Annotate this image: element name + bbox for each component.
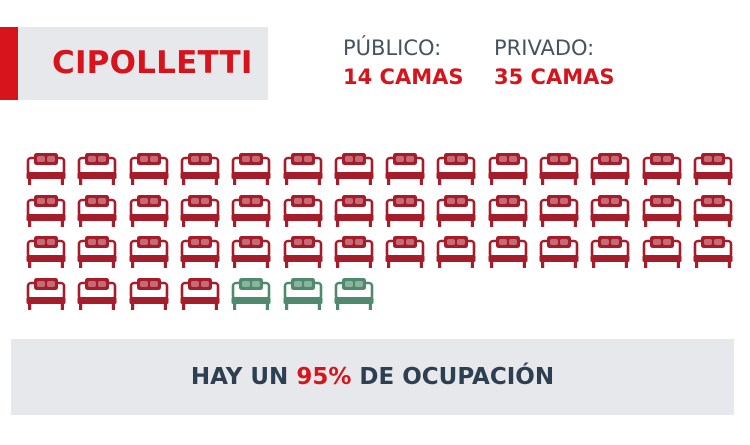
- free-bed-icon: [231, 276, 271, 312]
- bed-grid: [26, 151, 733, 312]
- city-title: CIPOLLETTI: [52, 45, 253, 81]
- occupied-bed-icon: [642, 234, 682, 270]
- occupied-bed-icon: [385, 151, 425, 187]
- occupied-bed-icon: [334, 234, 374, 270]
- occupied-bed-icon: [334, 193, 374, 229]
- free-bed-icon: [283, 276, 323, 312]
- private-beds-stat: PRIVADO: 35 CAMAS: [494, 36, 614, 91]
- occupied-bed-icon: [539, 193, 579, 229]
- occupied-bed-icon: [590, 234, 630, 270]
- occupied-bed-icon: [231, 193, 271, 229]
- occupied-bed-icon: [26, 234, 66, 270]
- occupied-bed-icon: [180, 151, 220, 187]
- occupied-bed-icon: [590, 193, 630, 229]
- occupied-bed-icon: [436, 193, 476, 229]
- occupancy-percent: 95%: [296, 364, 352, 390]
- occupied-bed-icon: [26, 276, 66, 312]
- occupied-bed-icon: [693, 151, 733, 187]
- occupied-bed-icon: [693, 234, 733, 270]
- occupied-bed-icon: [129, 276, 169, 312]
- occupied-bed-icon: [231, 151, 271, 187]
- occupied-bed-icon: [334, 151, 374, 187]
- occupancy-text: HAY UN 95% DE OCUPACIÓN: [11, 339, 734, 415]
- accent-bar: [0, 27, 18, 100]
- occupied-bed-icon: [590, 151, 630, 187]
- city-header: CIPOLLETTI: [0, 27, 268, 100]
- occupied-bed-icon: [77, 234, 117, 270]
- occupied-bed-icon: [283, 151, 323, 187]
- occupied-bed-icon: [180, 276, 220, 312]
- occupied-bed-icon: [385, 234, 425, 270]
- occupied-bed-icon: [129, 193, 169, 229]
- occupied-bed-icon: [488, 193, 528, 229]
- occupied-bed-icon: [26, 151, 66, 187]
- occupied-bed-icon: [283, 193, 323, 229]
- occupied-bed-icon: [539, 234, 579, 270]
- occupied-bed-icon: [385, 193, 425, 229]
- occupancy-prefix: HAY UN: [190, 364, 297, 390]
- occupied-bed-icon: [77, 151, 117, 187]
- private-value: 35 CAMAS: [494, 65, 615, 89]
- occupied-bed-icon: [436, 234, 476, 270]
- occupied-bed-icon: [539, 151, 579, 187]
- occupied-bed-icon: [129, 234, 169, 270]
- free-bed-icon: [334, 276, 374, 312]
- occupied-bed-icon: [129, 151, 169, 187]
- occupied-bed-icon: [693, 193, 733, 229]
- occupancy-suffix: DE OCUPACIÓN: [351, 364, 555, 390]
- occupied-bed-icon: [26, 193, 66, 229]
- occupied-bed-icon: [436, 151, 476, 187]
- occupancy-banner: HAY UN 95% DE OCUPACIÓN: [11, 339, 734, 415]
- occupied-bed-icon: [231, 234, 271, 270]
- public-beds-stat: PÚBLICO: 14 CAMAS: [343, 36, 463, 91]
- occupied-bed-icon: [488, 151, 528, 187]
- occupied-bed-icon: [642, 151, 682, 187]
- occupied-bed-icon: [77, 193, 117, 229]
- public-label: PÚBLICO:: [343, 36, 442, 60]
- occupied-bed-icon: [642, 193, 682, 229]
- occupied-bed-icon: [180, 193, 220, 229]
- occupied-bed-icon: [283, 234, 323, 270]
- public-value: 14 CAMAS: [343, 65, 464, 89]
- occupied-bed-icon: [180, 234, 220, 270]
- private-label: PRIVADO:: [494, 36, 595, 60]
- occupied-bed-icon: [488, 234, 528, 270]
- occupied-bed-icon: [77, 276, 117, 312]
